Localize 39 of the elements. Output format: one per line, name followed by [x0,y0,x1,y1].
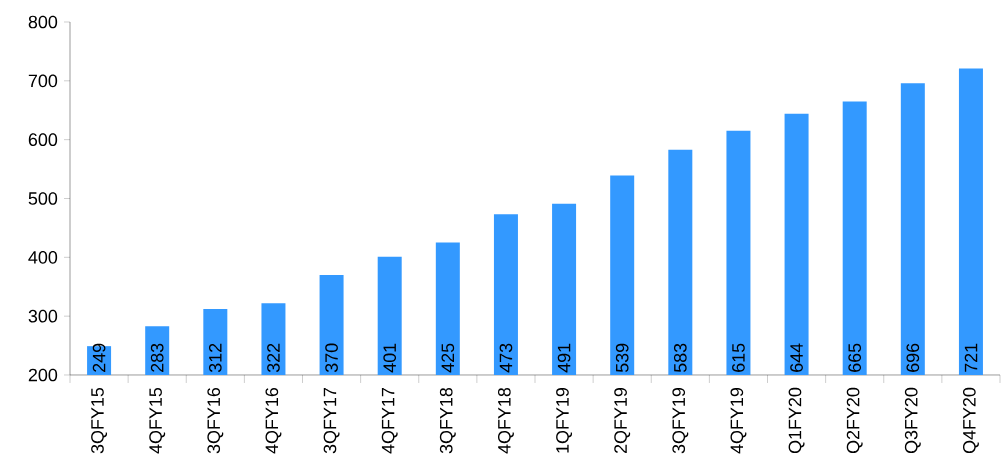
x-tick-label: 2QFY19 [614,388,631,454]
y-tick-label: 700 [28,74,58,88]
data-label: 696 [906,343,920,372]
data-label: 583 [673,343,687,373]
data-label: 644 [790,343,803,372]
x-tick-label: Q2FY20 [846,387,863,454]
x-tick-label: 4QFY15 [149,387,166,454]
x-tick-label: 3QFY15 [91,387,108,454]
x-tick-label: 3QFY17 [323,388,340,454]
data-label: 539 [615,343,629,373]
x-tick-label: 4QFY17 [381,388,398,454]
y-tick-label: 300 [28,309,58,323]
x-tick-label: 4QFY19 [730,388,747,454]
y-tick-label: 500 [28,192,58,205]
data-label: 312 [208,343,222,373]
x-tick-label: 3QFY18 [439,387,456,454]
data-label: 401 [383,343,397,373]
x-tick-label: 3QFY19 [672,388,689,454]
y-tick-label: 200 [28,368,58,382]
x-tick-label: 1QFY19 [556,388,573,453]
data-label: 615 [732,343,745,372]
data-label: 473 [499,343,513,373]
x-tick-label: 4QFY18 [497,387,514,454]
y-tick-label: 600 [28,133,58,146]
x-tick-label: 3QFY16 [207,387,224,454]
x-tick-label: Q4FY20 [962,387,979,454]
data-label: 322 [267,343,280,373]
y-tick-label: 800 [28,15,58,29]
data-label: 425 [441,343,455,373]
data-label: 370 [325,343,338,373]
x-tick-label: Q3FY20 [904,387,921,454]
data-label: 283 [150,343,164,372]
data-label: 721 [964,343,978,372]
y-tick-label: 400 [28,250,58,264]
x-tick-label: Q1FY20 [788,387,805,454]
data-label: 491 [557,343,571,373]
data-label: 665 [848,343,862,372]
data-label: 249 [92,343,106,372]
x-tick-label: 4QFY16 [265,387,282,454]
